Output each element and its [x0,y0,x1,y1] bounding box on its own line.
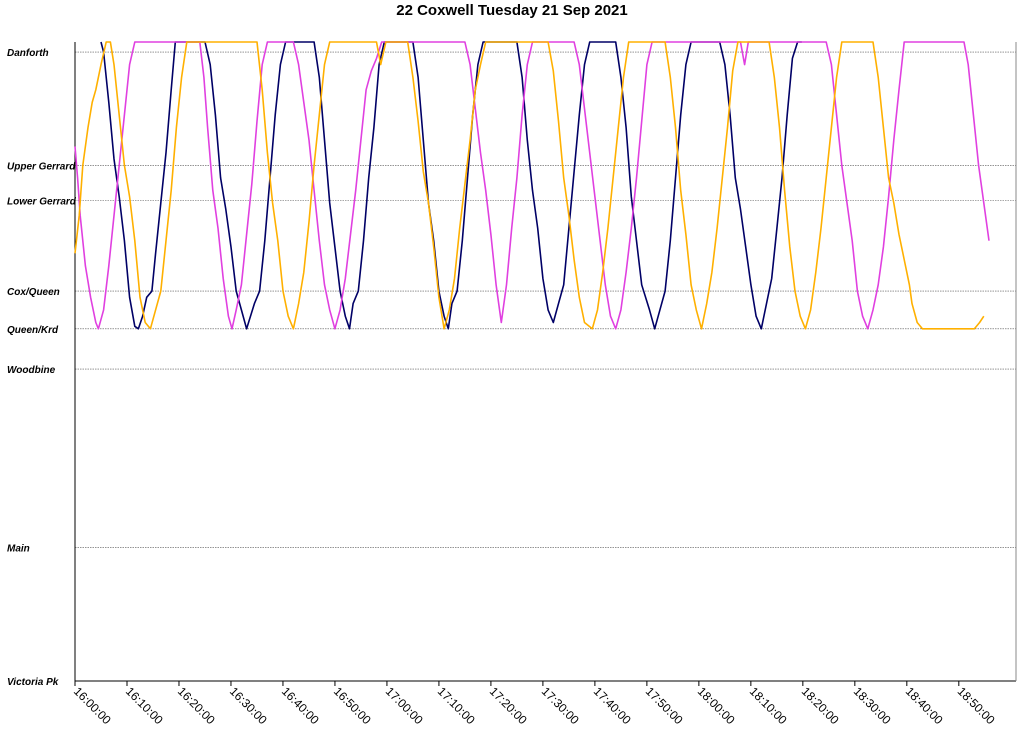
x-tick-label: 17:00:00 [383,684,426,727]
stop-labels: Danforth Upper Gerrard Lower Gerrard Cox/Qu… [7,48,77,688]
x-tick-label: 17:20:00 [487,684,530,727]
stop-label: Cox/Queen [7,287,60,298]
x-tick-label: 16:40:00 [279,684,322,727]
x-tick-label: 16:00:00 [71,684,114,727]
x-tick-label: 16:10:00 [123,684,166,727]
x-tick-label: 16:20:00 [175,684,218,727]
series-lines [74,41,990,330]
axes [74,42,1017,686]
x-tick-label: 18:30:00 [851,684,894,727]
stop-label: Queen/Krd [7,325,59,336]
stop-label: Main [7,544,30,555]
x-tick-label: 18:40:00 [903,684,946,727]
x-tick-label: 18:00:00 [695,684,738,727]
stop-label: Victoria Pk [7,677,59,688]
x-tick-label: 18:20:00 [799,684,842,727]
x-tick-label: 17:40:00 [591,684,634,727]
x-tick-label: 17:50:00 [643,684,686,727]
x-tick-label: 17:30:00 [539,684,582,727]
x-tick-labels: 16:00:00 16:10:00 16:20:00 16:30:00 16:40:00… [71,684,998,727]
x-tick-label: 16:50:00 [331,684,374,727]
series-line-3 [74,41,985,330]
x-tick-label: 17:10:00 [435,684,478,727]
stop-label: Upper Gerrard [7,161,76,172]
series-line-1 [100,41,802,330]
series-line-2 [74,41,990,330]
stop-label: Woodbine [7,365,56,376]
x-tick-label: 16:30:00 [227,684,270,727]
stop-label: Lower Gerrard [7,196,77,207]
stop-label: Danforth [7,48,49,59]
chart-title: 22 Coxwell Tuesday 21 Sep 2021 [396,2,628,19]
x-tick-label: 18:50:00 [955,684,998,727]
x-tick-label: 18:10:00 [747,684,790,727]
